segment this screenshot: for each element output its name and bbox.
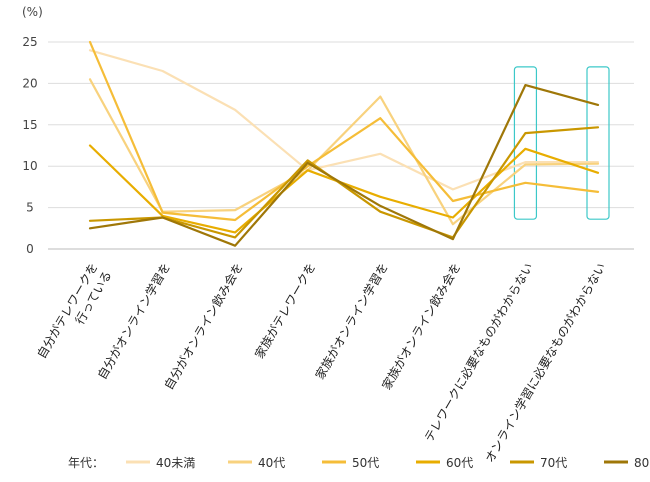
legend-label: 80以上 — [634, 456, 650, 470]
y-tick-label: 5 — [26, 201, 34, 215]
legend-label: 60代 — [446, 456, 473, 470]
series-line — [88, 40, 600, 222]
x-category-label: 自分がオンライン飲み会を — [161, 260, 246, 392]
x-category-label: 自分がテレワークを行っている — [34, 260, 115, 369]
x-category-label-line: 家族がテレワークを — [251, 260, 318, 361]
x-category-label: 家族がオンライン学習を — [312, 260, 391, 382]
x-category-label-line: 家族がオンライン学習を — [312, 260, 391, 382]
x-category-label: 家族がテレワークを — [251, 260, 318, 361]
highlight-box — [513, 66, 538, 220]
legend-label: 40代 — [258, 456, 285, 470]
highlight-boxes — [513, 66, 610, 220]
y-axis-unit-label: (%) — [22, 5, 43, 19]
y-tick-label: 20 — [22, 76, 37, 90]
y-tick-label: 25 — [22, 35, 37, 49]
legend-title: 年代： — [68, 456, 104, 470]
legend-label: 40未満 — [156, 456, 195, 470]
x-category-label: オンライン学習に必要なものがわからない — [482, 260, 609, 465]
y-tick-label: 10 — [22, 159, 37, 173]
legend-label: 50代 — [352, 456, 379, 470]
y-tick-label: 15 — [22, 118, 37, 132]
y-axis: 0 5 10 15 20 25 — [22, 35, 37, 256]
y-tick-label: 0 — [26, 242, 34, 256]
series-line — [88, 49, 600, 191]
highlight-box — [586, 66, 610, 220]
legend: 年代： 40未満 40代 50代 60代 70代 80以上 — [68, 456, 650, 470]
x-category-label-line: 家族がオンライン飲み会を — [378, 260, 463, 392]
series-lines — [88, 40, 600, 247]
series-line — [88, 126, 600, 239]
legend-label: 70代 — [540, 456, 567, 470]
x-category-label-line: オンライン学習に必要なものがわからない — [482, 260, 609, 465]
x-category-label-line: 自分がオンライン飲み会を — [161, 260, 246, 392]
grid-lines — [48, 41, 634, 250]
series-line — [88, 78, 600, 226]
x-category-label: 家族がオンライン飲み会を — [378, 260, 463, 392]
series-line — [88, 83, 600, 247]
